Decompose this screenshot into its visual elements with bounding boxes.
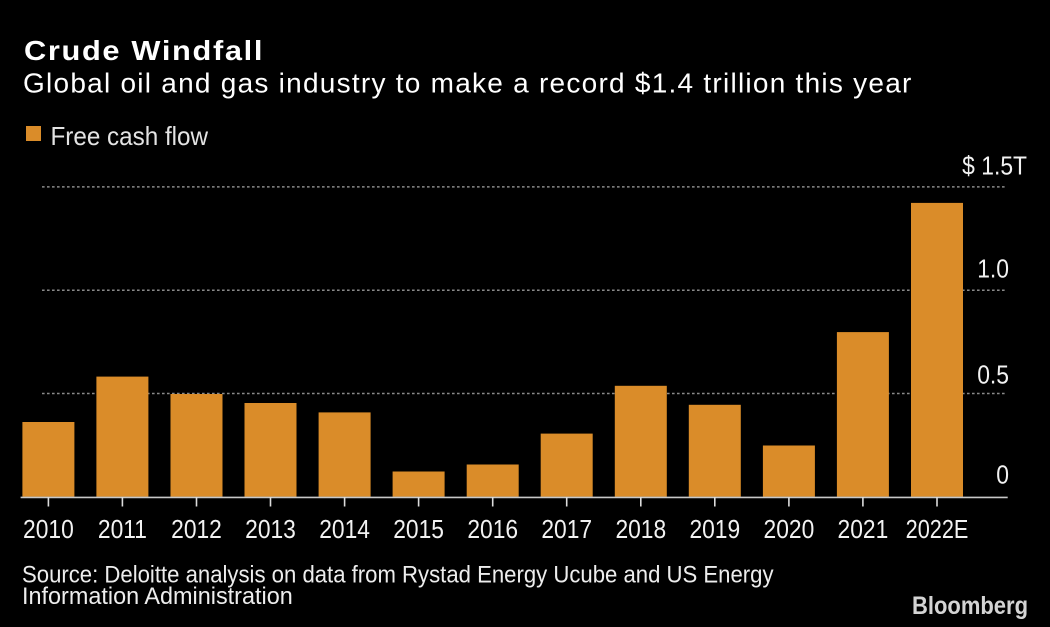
svg-text:2011: 2011 bbox=[98, 516, 147, 545]
svg-text:2020: 2020 bbox=[764, 516, 815, 545]
svg-text:2018: 2018 bbox=[615, 516, 666, 545]
svg-text:$ 1.5T: $ 1.5T bbox=[962, 152, 1027, 181]
svg-text:Global oil and gas industry to: Global oil and gas industry to make a re… bbox=[23, 67, 913, 98]
svg-text:2010: 2010 bbox=[23, 516, 74, 545]
svg-text:0.5: 0.5 bbox=[977, 361, 1009, 390]
svg-text:1.0: 1.0 bbox=[977, 255, 1009, 284]
svg-text:2021: 2021 bbox=[838, 516, 889, 545]
svg-text:2012: 2012 bbox=[171, 516, 222, 545]
svg-text:2015: 2015 bbox=[393, 516, 444, 545]
svg-text:0: 0 bbox=[996, 461, 1009, 490]
svg-text:Crude Windfall: Crude Windfall bbox=[24, 35, 264, 66]
svg-text:Free cash flow: Free cash flow bbox=[51, 122, 209, 151]
svg-text:Information Administration: Information Administration bbox=[22, 583, 293, 610]
svg-text:2022E: 2022E bbox=[906, 515, 969, 544]
svg-text:Bloomberg: Bloomberg bbox=[912, 592, 1028, 619]
svg-text:2019: 2019 bbox=[689, 516, 740, 545]
svg-text:2013: 2013 bbox=[245, 516, 296, 545]
svg-text:2014: 2014 bbox=[319, 516, 370, 545]
svg-text:Source: Deloitte analysis on d: Source: Deloitte analysis on data from R… bbox=[22, 560, 774, 587]
svg-text:2017: 2017 bbox=[541, 516, 592, 545]
svg-text:2016: 2016 bbox=[467, 516, 518, 545]
